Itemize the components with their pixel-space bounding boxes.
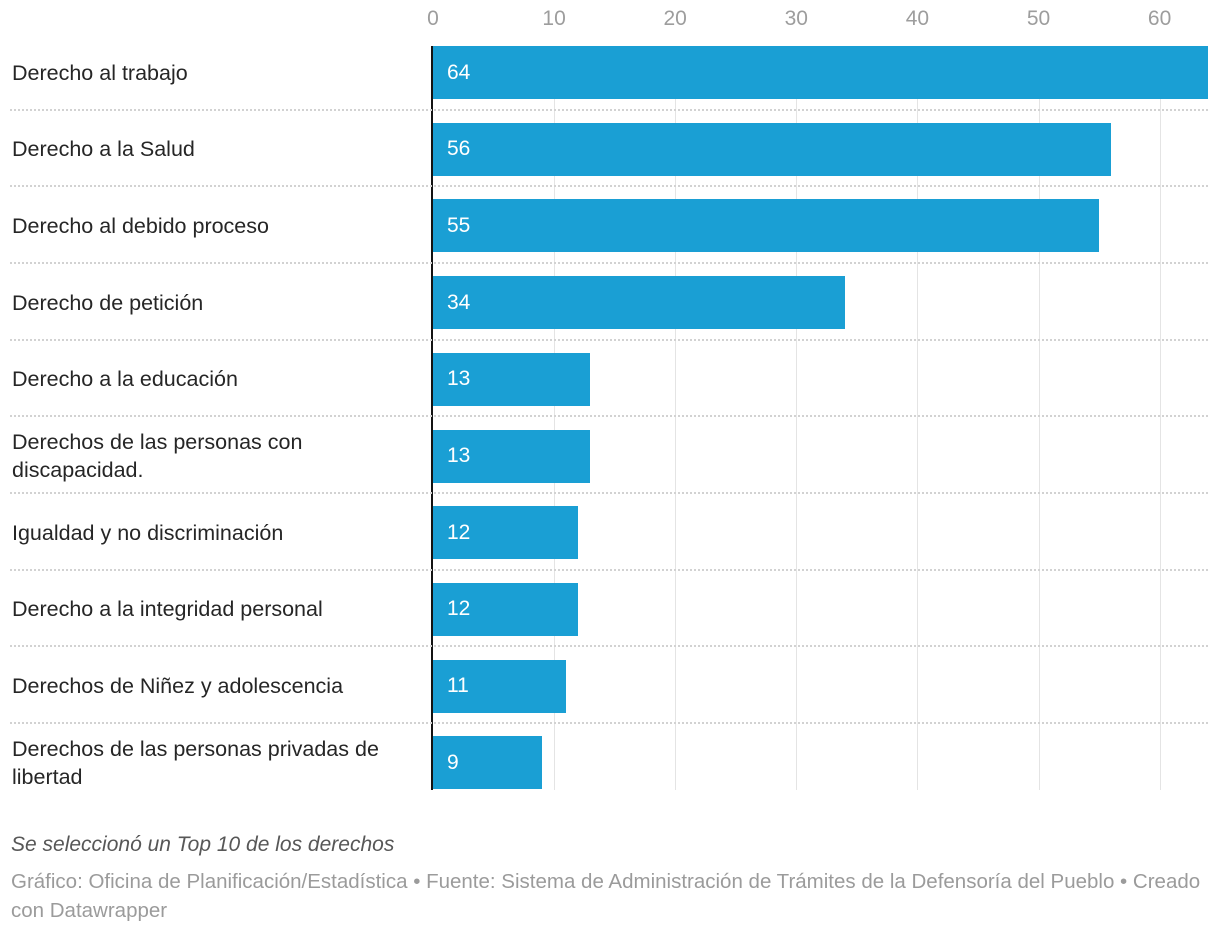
gridline [675, 46, 677, 790]
gridline [796, 46, 798, 790]
row-separator [10, 492, 1208, 494]
category-label: Derecho de petición [12, 290, 204, 315]
bar[interactable]: 11 [433, 659, 567, 713]
category-label: Derechos de las personas privadas de lib… [12, 736, 379, 789]
row-separator [10, 645, 1208, 648]
x-tick-label: 60 [1147, 7, 1172, 30]
category-label: Derechos de las personas con discapacida… [12, 430, 303, 482]
bar[interactable]: 34 [433, 276, 845, 330]
x-tick-label: 50 [1026, 7, 1051, 30]
value-label: 55 [447, 213, 471, 237]
category-label: Derechos de Niñez y adolescencia [12, 674, 344, 699]
chart-attribution: Gráfico: Oficina de Planificación/Estadí… [11, 870, 1201, 922]
value-label: 9 [447, 750, 459, 774]
gridline [1038, 46, 1040, 790]
row-separator [10, 568, 1208, 571]
x-tick-label: 20 [663, 7, 687, 30]
category-label: Derecho a la Salud [12, 137, 195, 162]
bar[interactable]: 13 [433, 429, 591, 483]
value-label: 11 [447, 674, 469, 698]
row-separator [10, 722, 1208, 725]
bar[interactable]: 13 [433, 352, 591, 406]
category-label: Derecho al trabajo [12, 60, 188, 85]
category-label: Derecho a la integridad personal [12, 597, 323, 622]
row-separator [10, 338, 1208, 341]
bar[interactable]: 56 [433, 122, 1112, 176]
x-tick-label: 30 [784, 7, 808, 30]
category-label: Igualdad y no discriminación [12, 520, 284, 545]
row-separator [10, 108, 1208, 111]
chart-note: Se seleccionó un Top 10 de los derechos [11, 833, 395, 856]
value-label: 56 [447, 137, 471, 161]
category-label: Derecho a la educación [12, 367, 238, 392]
x-tick-label: 0 [427, 7, 439, 30]
zero-axis-line [431, 46, 433, 790]
bar[interactable]: 55 [433, 199, 1099, 253]
gridline [554, 46, 556, 790]
category-label: Derecho al debido proceso [12, 213, 269, 238]
gridline [917, 46, 919, 790]
value-label: 13 [447, 367, 471, 391]
x-tick-label: 40 [905, 7, 930, 30]
value-label: 12 [447, 520, 471, 544]
row-separator [10, 185, 1208, 188]
bar[interactable]: 12 [433, 506, 579, 560]
gridline [1159, 46, 1161, 790]
bar[interactable]: 12 [433, 582, 579, 636]
value-label: 12 [447, 597, 471, 621]
bar[interactable]: 64 [433, 46, 1208, 99]
value-label: 64 [447, 60, 471, 84]
x-tick-label: 10 [542, 7, 566, 30]
row-separator [10, 261, 1208, 264]
value-label: 13 [447, 444, 471, 467]
bar[interactable]: 9 [433, 736, 542, 790]
row-separator [10, 415, 1208, 418]
value-label: 34 [447, 290, 471, 314]
